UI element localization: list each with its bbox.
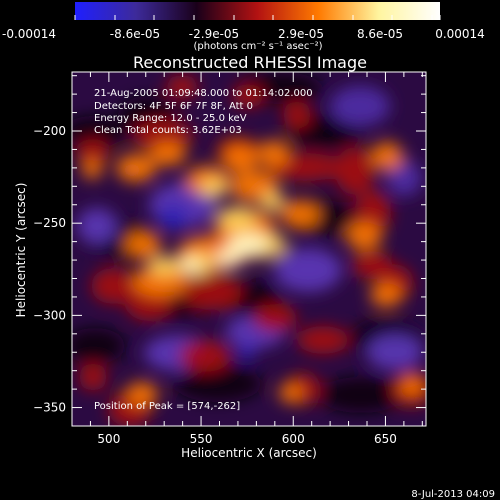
peak-position-label: Position of Peak = [574,-262] — [94, 401, 240, 412]
heatmap-blob-40 — [79, 363, 107, 391]
heatmap-blob-24 — [133, 120, 193, 152]
heatmap-blob-62 — [217, 207, 257, 231]
annotation-detectors: Detectors: 4F 5F 6F 7F 8F, Att 0 — [94, 101, 253, 112]
x-tick-label-1: 550 — [190, 432, 213, 446]
heatmap-blob-10 — [174, 366, 262, 402]
heatmap-blob-61 — [82, 159, 102, 179]
heatmap-blob-11 — [319, 377, 403, 413]
heatmap-blob-68 — [228, 234, 268, 254]
colorbar-tick-label-5: 0.00014 — [435, 27, 485, 41]
heatmap-blob-57 — [370, 283, 402, 307]
annotation-total-counts: Clean Total counts: 3.62E+03 — [94, 125, 242, 136]
heatmap-image — [72, 72, 426, 426]
heatmap-blob-53 — [125, 231, 161, 259]
heatmap-blob-66 — [200, 177, 228, 197]
annotation-time-range: 21-Aug-2005 01:09:48.000 to 01:14:02.000 — [94, 88, 313, 99]
heatmap-blob-55 — [371, 142, 403, 170]
heatmap-blob-56 — [346, 222, 382, 250]
heatmap-blob-34 — [253, 304, 297, 332]
heatmap-blob-35 — [297, 326, 349, 354]
y-tick-label-1: −250 — [33, 216, 66, 230]
heatmap-blob-41 — [166, 75, 198, 99]
heatmap-blob-19 — [386, 160, 422, 196]
heatmap-blob-44 — [116, 154, 156, 182]
footer-date: 8-Jul-2013 04:09 — [411, 489, 495, 500]
x-axis-label: Heliocentric X (arcsec) — [181, 446, 317, 460]
colorbar-tick-label-0: -0.00014 — [2, 27, 56, 41]
heatmap-blob-70 — [181, 258, 201, 272]
heatmap-blob-21 — [236, 344, 256, 360]
heatmap-blob-69 — [214, 250, 242, 266]
x-tick-label-3: 650 — [374, 432, 397, 446]
colorbar-ticks — [74, 15, 441, 20]
heatmap-blob-31 — [91, 268, 135, 304]
y-tick-label-3: −350 — [33, 401, 66, 415]
heatmap-blob-18 — [330, 86, 390, 126]
y-axis-label: Heliocentric Y (arcsec) — [14, 183, 28, 318]
heatmap-blob-54 — [280, 200, 320, 228]
heatmap-blob-33 — [182, 274, 242, 310]
colorbar-tick-label-4: 8.6e-05 — [357, 27, 403, 41]
heatmap-blob-60 — [400, 376, 424, 396]
plot-border — [71, 71, 427, 427]
heatmap-blob-58 — [126, 382, 158, 406]
heatmap-blob-27 — [335, 147, 375, 195]
heatmap-blob-12 — [77, 208, 117, 244]
heatmap-blob-59 — [279, 383, 303, 403]
heatmap-blob-5 — [72, 328, 125, 364]
heatmap-blob-30 — [352, 251, 392, 279]
colorbar — [75, 2, 440, 20]
heatmap-blob-14 — [274, 248, 342, 292]
heatmap-blob-65 — [148, 256, 180, 276]
chart-title: Reconstructed RHESSI Image — [133, 53, 367, 72]
heatmap-blob-0 — [72, 116, 126, 148]
colorbar-unit-label: (photons cm⁻² s⁻¹ asec⁻²) — [193, 41, 322, 52]
heatmap-blob-67 — [260, 191, 284, 211]
heatmap-blob-43 — [283, 101, 311, 129]
x-tick-label-0: 500 — [97, 432, 120, 446]
colorbar-tick-label-1: -8.6e-05 — [110, 27, 160, 41]
heatmap-blob-49 — [258, 140, 290, 168]
plot-frame — [71, 71, 427, 427]
y-tick-label-0: −200 — [33, 124, 66, 138]
heatmap-blob-36 — [179, 340, 231, 372]
x-tick-label-2: 600 — [282, 432, 305, 446]
annotation-energy-range: Energy Range: 12.0 - 25.0 keV — [94, 113, 247, 124]
axes: 500 550 600 650 −200 −250 −300 −350 — [33, 72, 426, 446]
heatmap-blobs — [72, 72, 426, 426]
heatmap-blob-47 — [222, 144, 258, 172]
heatmap-blob-23 — [77, 139, 109, 167]
heatmap-blob-20 — [158, 205, 188, 231]
colorbar-tick-label-3: 2.9e-05 — [278, 27, 324, 41]
heatmap-blob-42 — [232, 84, 264, 108]
heatmap-blob-17 — [367, 334, 423, 370]
colorbar-tick-label-2: -2.9e-05 — [189, 27, 239, 41]
heatmap-blob-45 — [150, 142, 186, 166]
y-tick-label-2: −300 — [33, 308, 66, 322]
